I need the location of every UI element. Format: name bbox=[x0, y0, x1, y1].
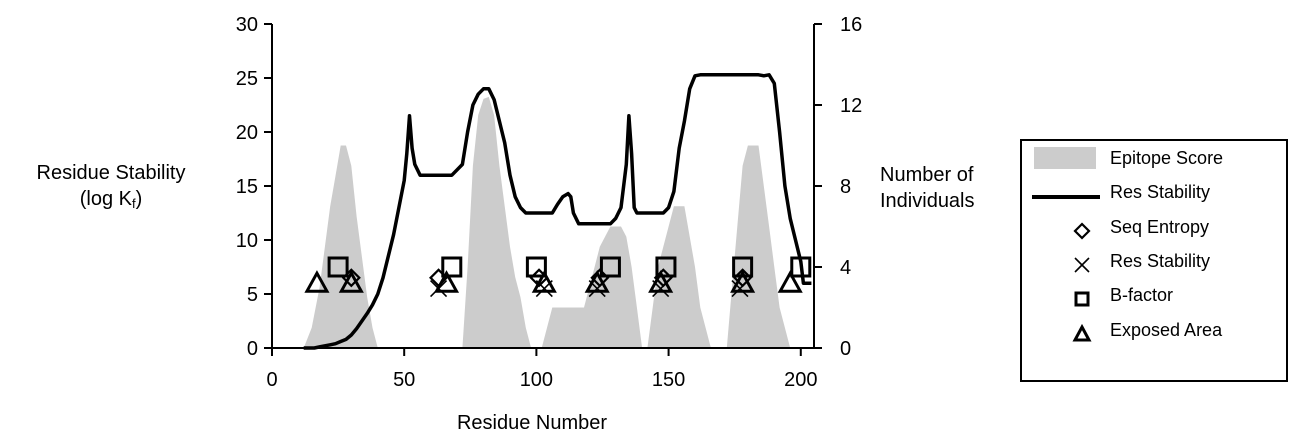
legend: Epitope Score Res Stability Seq Entropy … bbox=[1020, 139, 1288, 382]
b-factor-point bbox=[441, 256, 463, 278]
exposed-area-point bbox=[531, 270, 557, 293]
legend-item-exposed-area: Exposed Area bbox=[1022, 315, 1286, 349]
exposed-area-point bbox=[304, 270, 330, 293]
legend-label: Exposed Area bbox=[1110, 320, 1223, 340]
b-factor-point bbox=[599, 256, 621, 278]
legend-item-b-factor: B-factor bbox=[1022, 280, 1286, 314]
res-stability-point bbox=[731, 280, 749, 298]
y-left-tick-label: 0 bbox=[247, 338, 258, 360]
x-tick-label: 200 bbox=[784, 369, 817, 391]
exposed-area-point bbox=[730, 270, 756, 293]
exposed-area-point bbox=[648, 270, 674, 293]
legend-label: Seq Entropy bbox=[1110, 217, 1210, 237]
x-axis-title: Residue Number bbox=[456, 412, 608, 434]
b-factor-point bbox=[790, 256, 812, 278]
legend-item-seq-entropy: Seq Entropy bbox=[1022, 212, 1286, 246]
y-left-tick-label: 10 bbox=[236, 230, 258, 252]
y-right-tick-label: 16 bbox=[840, 14, 862, 36]
x-marker-icon bbox=[1074, 257, 1090, 273]
y-left-title-line1: Residue Stability bbox=[36, 162, 186, 184]
y-left-title-line2: (log Kf) bbox=[79, 188, 143, 211]
y-right-title-line2: Individuals bbox=[880, 190, 975, 212]
stability-line-layer bbox=[303, 73, 812, 350]
triangle-marker-icon bbox=[1072, 323, 1092, 342]
x-tick-label: 0 bbox=[266, 369, 277, 391]
x-tick-label: 100 bbox=[520, 369, 553, 391]
y-left-tick-label: 20 bbox=[236, 122, 258, 144]
legend-swatch-epitope bbox=[1034, 147, 1096, 169]
y-right-title-line1: Number of bbox=[880, 164, 974, 186]
y-right-tick-label: 8 bbox=[840, 176, 851, 198]
res-stability-line bbox=[303, 73, 812, 350]
diamond-marker-icon bbox=[1073, 222, 1091, 240]
y-right-tick-label: 0 bbox=[840, 338, 851, 360]
y-left-tick-label: 25 bbox=[236, 68, 258, 90]
epitope-score-area bbox=[303, 96, 791, 349]
square-marker-icon bbox=[1074, 291, 1090, 307]
b-factor-point bbox=[655, 256, 677, 278]
legend-item-epitope-score: Epitope Score bbox=[1022, 143, 1286, 177]
tick-label-layer: 0 5 10 15 20 25 30 0 4 8 12 16 0 50 100 150 200 bbox=[236, 14, 863, 391]
axes-layer bbox=[264, 23, 822, 356]
x-tick-label: 150 bbox=[652, 369, 685, 391]
legend-label: B-factor bbox=[1110, 285, 1174, 305]
b-factor-point bbox=[327, 256, 349, 278]
legend-label: Res Stability bbox=[1110, 182, 1211, 202]
marker-layer bbox=[304, 256, 812, 298]
legend-swatch-line bbox=[1032, 195, 1100, 199]
y-right-tick-label: 12 bbox=[840, 95, 862, 117]
chart: 0 5 10 15 20 25 30 0 4 8 12 16 0 50 100 150 200 bbox=[236, 14, 863, 391]
y-right-axis-title: Number of Individuals bbox=[880, 162, 1015, 214]
y-left-tick-label: 15 bbox=[236, 176, 258, 198]
exposed-area-point bbox=[433, 270, 460, 293]
legend-item-res-stability-marker: Res Stability bbox=[1022, 246, 1286, 280]
y-left-tick-label: 5 bbox=[247, 284, 258, 306]
exposed-area-point bbox=[777, 270, 803, 293]
epitope-area-layer bbox=[303, 96, 791, 349]
legend-label: Res Stability bbox=[1110, 251, 1211, 271]
legend-item-res-stability-line: Res Stability bbox=[1022, 177, 1286, 211]
exposed-area-point bbox=[584, 270, 610, 293]
y-right-tick-label: 4 bbox=[840, 257, 851, 279]
exposed-area-point bbox=[338, 270, 364, 293]
legend-label: Epitope Score bbox=[1110, 148, 1224, 168]
x-tick-label: 50 bbox=[393, 369, 415, 391]
b-factor-point bbox=[525, 256, 547, 278]
y-left-axis-title: Residue Stability (log Kf) bbox=[2, 160, 220, 217]
y-left-tick-label: 30 bbox=[236, 14, 258, 36]
res-stability-point-stroke bbox=[731, 280, 749, 298]
